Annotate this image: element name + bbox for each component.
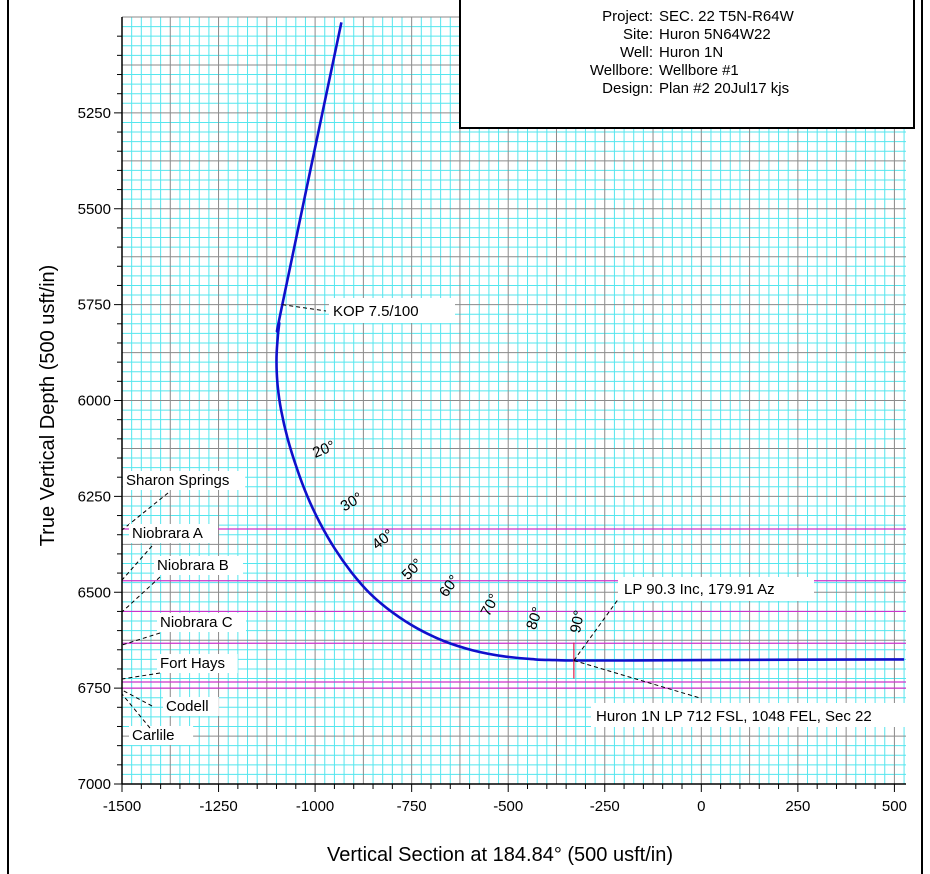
- x-tick-label: 0: [697, 798, 705, 815]
- x-tick-label: 250: [785, 798, 810, 815]
- x-tick-label: -1500: [103, 798, 141, 815]
- formation-label: Codell: [166, 698, 209, 715]
- well-info-box: Project: SEC. 22 T5N-R64W Site: Huron 5N64W…: [459, 0, 915, 129]
- info-key: Wellbore:: [589, 62, 653, 79]
- lp-label: LP 90.3 Inc, 179.91 Az: [624, 581, 775, 598]
- formation-label: Niobrara C: [160, 614, 233, 631]
- x-axis-title: Vertical Section at 184.84° (500 usft/in…: [327, 844, 673, 866]
- kop-label-bg: [329, 298, 455, 323]
- y-tick-label: 5250: [78, 105, 111, 122]
- formation-label-bg: [154, 556, 243, 575]
- x-tick-label: -1250: [199, 798, 237, 815]
- formation-label-bg: [163, 697, 219, 716]
- info-value: Huron 1N: [659, 44, 724, 61]
- y-tick-label: 5750: [78, 297, 111, 314]
- formation-label-bg: [129, 726, 194, 745]
- x-tick-label: 500: [882, 798, 907, 815]
- formation-leader-line: [121, 545, 153, 581]
- y-axis-title: True Vertical Depth (500 usft/in): [37, 265, 59, 547]
- info-value: SEC. 22 T5N-R64W: [659, 8, 794, 25]
- info-row: Wellbore: Wellbore #1: [461, 62, 917, 80]
- info-row: Design: Plan #2 20Jul17 kjs: [461, 80, 917, 98]
- y-tick-label: 6750: [78, 680, 111, 697]
- formation-leader-line: [121, 492, 169, 531]
- inclination-label: 80°: [523, 605, 547, 632]
- inclination-label: 30°: [338, 489, 366, 515]
- y-tick-label: 5500: [78, 201, 111, 218]
- formation-leader-line: [121, 689, 153, 707]
- formation-leader-line: [121, 693, 151, 729]
- y-tick-label: 6500: [78, 584, 111, 601]
- formation-label: Niobrara A: [132, 525, 203, 542]
- y-tick-label: 7000: [78, 776, 111, 793]
- formation-label: Sharon Springs: [126, 472, 229, 489]
- formation-label-bg: [129, 524, 218, 543]
- inclination-label: 70°: [477, 591, 503, 619]
- info-key: Site:: [622, 26, 653, 43]
- info-value: Wellbore #1: [659, 62, 739, 79]
- huron-lp-label: Huron 1N LP 712 FSL, 1048 FEL, Sec 22: [596, 708, 872, 725]
- huron-lp-label-bg: [591, 703, 913, 727]
- inclination-label: 60°: [436, 572, 463, 600]
- info-row: Site: Huron 5N64W22: [461, 26, 917, 44]
- lp-label-bg: [618, 577, 814, 601]
- info-key: Design:: [602, 80, 653, 97]
- info-row: Project: SEC. 22 T5N-R64W: [461, 8, 917, 26]
- info-value: Plan #2 20Jul17 kjs: [659, 80, 790, 97]
- formation-label: Carlile: [132, 727, 175, 744]
- inclination-label: 50°: [398, 555, 426, 583]
- formation-leader-line: [121, 576, 161, 613]
- info-key: Well:: [619, 44, 653, 61]
- kop-leader-line: [282, 304, 327, 312]
- x-tick-label: -1000: [296, 798, 334, 815]
- well-path-line: [275, 22, 905, 662]
- inclination-label: 90°: [567, 609, 588, 635]
- formation-label: Fort Hays: [160, 655, 225, 672]
- info-key: Project:: [602, 8, 653, 25]
- formation-label-bg: [123, 471, 246, 490]
- kop-label: KOP 7.5/100: [333, 303, 419, 320]
- x-tick-label: -750: [397, 798, 427, 815]
- y-tick-label: 6250: [78, 488, 111, 505]
- formation-label: Niobrara B: [157, 557, 229, 574]
- formation-lines: [122, 528, 906, 689]
- formation-label-bg: [157, 654, 238, 673]
- y-tick-label: 6000: [78, 393, 111, 410]
- x-tick-label: -500: [493, 798, 523, 815]
- huron-lp-leader-line: [573, 660, 701, 699]
- info-row: Well: Huron 1N: [461, 44, 917, 62]
- info-value: Huron 5N64W22: [659, 26, 771, 43]
- formation-label-bg: [157, 613, 246, 632]
- x-tick-label: -250: [590, 798, 620, 815]
